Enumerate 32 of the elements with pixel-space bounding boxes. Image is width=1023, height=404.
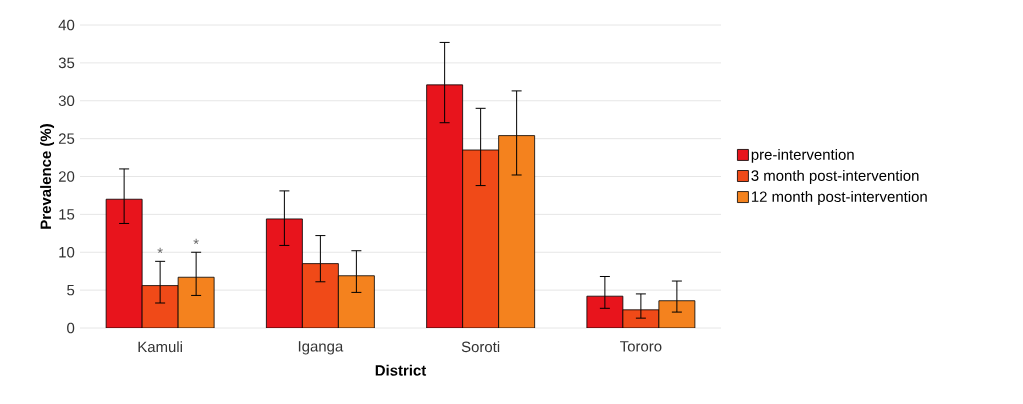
bar bbox=[178, 277, 215, 328]
legend-label: 12 month post-intervention bbox=[751, 191, 927, 205]
bar bbox=[622, 309, 660, 328]
bar bbox=[658, 300, 696, 328]
y-tick-label: 20 bbox=[58, 171, 75, 182]
y-tick-label: 30 bbox=[58, 95, 75, 107]
bar bbox=[265, 218, 303, 328]
x-tick-label: Tororo bbox=[620, 341, 662, 352]
y-tick-label: 5 bbox=[67, 284, 75, 296]
bar bbox=[301, 263, 339, 328]
bar bbox=[586, 295, 624, 328]
y-tick-label: 40 bbox=[58, 19, 75, 31]
bar bbox=[498, 135, 536, 328]
y-tick-label: 0 bbox=[67, 322, 75, 334]
x-tick-label: Kamuli bbox=[138, 341, 182, 353]
bar bbox=[426, 84, 464, 328]
x-tick-label: Iganga bbox=[298, 341, 344, 355]
bar bbox=[462, 149, 500, 328]
bar bbox=[106, 199, 143, 328]
y-tick-label: 15 bbox=[59, 209, 75, 220]
annotation: * bbox=[193, 238, 199, 245]
y-tick-label: 10 bbox=[59, 246, 75, 258]
x-axis-title: District bbox=[375, 364, 427, 376]
x-tick-label: Soroti bbox=[461, 341, 500, 353]
y-axis-title: Prevalence (%) bbox=[40, 124, 55, 229]
y-tick-label: 25 bbox=[58, 133, 75, 144]
bar bbox=[142, 285, 179, 328]
legend-label: 3 month post-intervention bbox=[751, 169, 919, 184]
bar bbox=[337, 275, 375, 328]
y-tick-label: 35 bbox=[58, 57, 75, 69]
annotation: * bbox=[157, 247, 163, 254]
legend-label: pre-intervention bbox=[751, 148, 854, 163]
